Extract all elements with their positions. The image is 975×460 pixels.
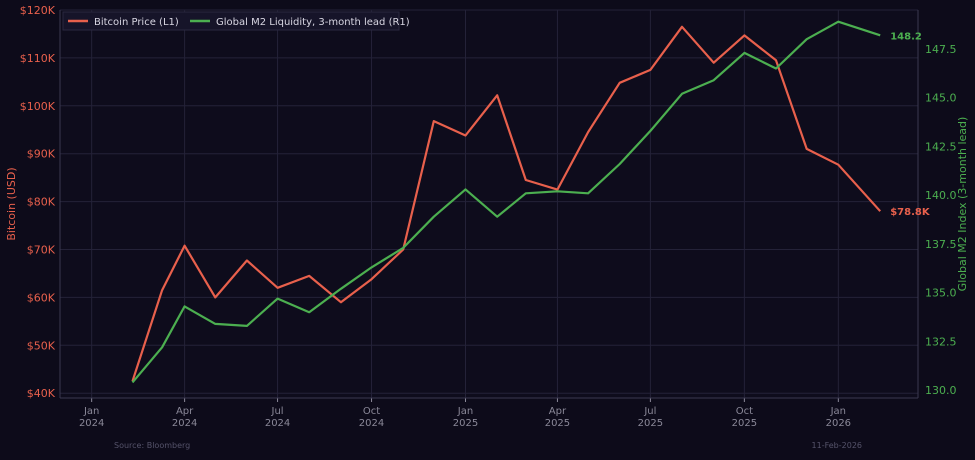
y-right-tick-label: 142.5 bbox=[925, 140, 957, 153]
y-left-tick-label: $110K bbox=[20, 52, 56, 65]
end-label-m2: 148.2 bbox=[890, 31, 922, 42]
y-left-tick-label: $80K bbox=[27, 196, 56, 209]
y-left-tick-label: $40K bbox=[27, 387, 56, 400]
y-left-tick-label: $120K bbox=[20, 4, 56, 17]
y-left-tick-label: $100K bbox=[20, 100, 56, 113]
footnote-source: Source: Bloomberg bbox=[114, 441, 190, 450]
footnote-date: 11-Feb-2026 bbox=[812, 441, 862, 450]
legend-label: Global M2 Liquidity, 3-month lead (R1) bbox=[216, 17, 410, 28]
y-right-tick-label: 147.5 bbox=[925, 43, 957, 56]
y-right-tick-label: 132.5 bbox=[925, 335, 957, 348]
y-right-tick-label: 130.0 bbox=[925, 384, 957, 397]
y-left-tick-label: $60K bbox=[27, 291, 56, 304]
y-right-tick-label: 145.0 bbox=[925, 92, 957, 105]
y-right-tick-label: 137.5 bbox=[925, 238, 957, 251]
end-label-bitcoin: $78.8K bbox=[890, 207, 931, 218]
legend-label: Bitcoin Price (L1) bbox=[94, 17, 179, 28]
legend: Bitcoin Price (L1) Global M2 Liquidity, 3… bbox=[63, 12, 410, 30]
plot-area bbox=[60, 10, 918, 398]
y-left-tick-label: $50K bbox=[27, 339, 56, 352]
y-axis-right-title: Global M2 Index (3-month lead) bbox=[956, 117, 969, 292]
y-axis-left-title: Bitcoin (USD) bbox=[5, 167, 18, 240]
y-right-tick-label: 135.0 bbox=[925, 287, 957, 300]
y-left-tick-label: $70K bbox=[27, 244, 56, 257]
y-left-tick-label: $90K bbox=[27, 148, 56, 161]
y-right-tick-label: 140.0 bbox=[925, 189, 957, 202]
